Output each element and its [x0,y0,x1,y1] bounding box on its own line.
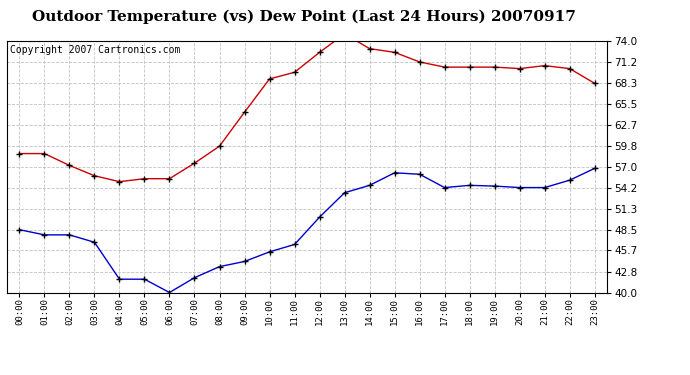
Text: Outdoor Temperature (vs) Dew Point (Last 24 Hours) 20070917: Outdoor Temperature (vs) Dew Point (Last… [32,9,575,24]
Text: Copyright 2007 Cartronics.com: Copyright 2007 Cartronics.com [10,45,180,55]
